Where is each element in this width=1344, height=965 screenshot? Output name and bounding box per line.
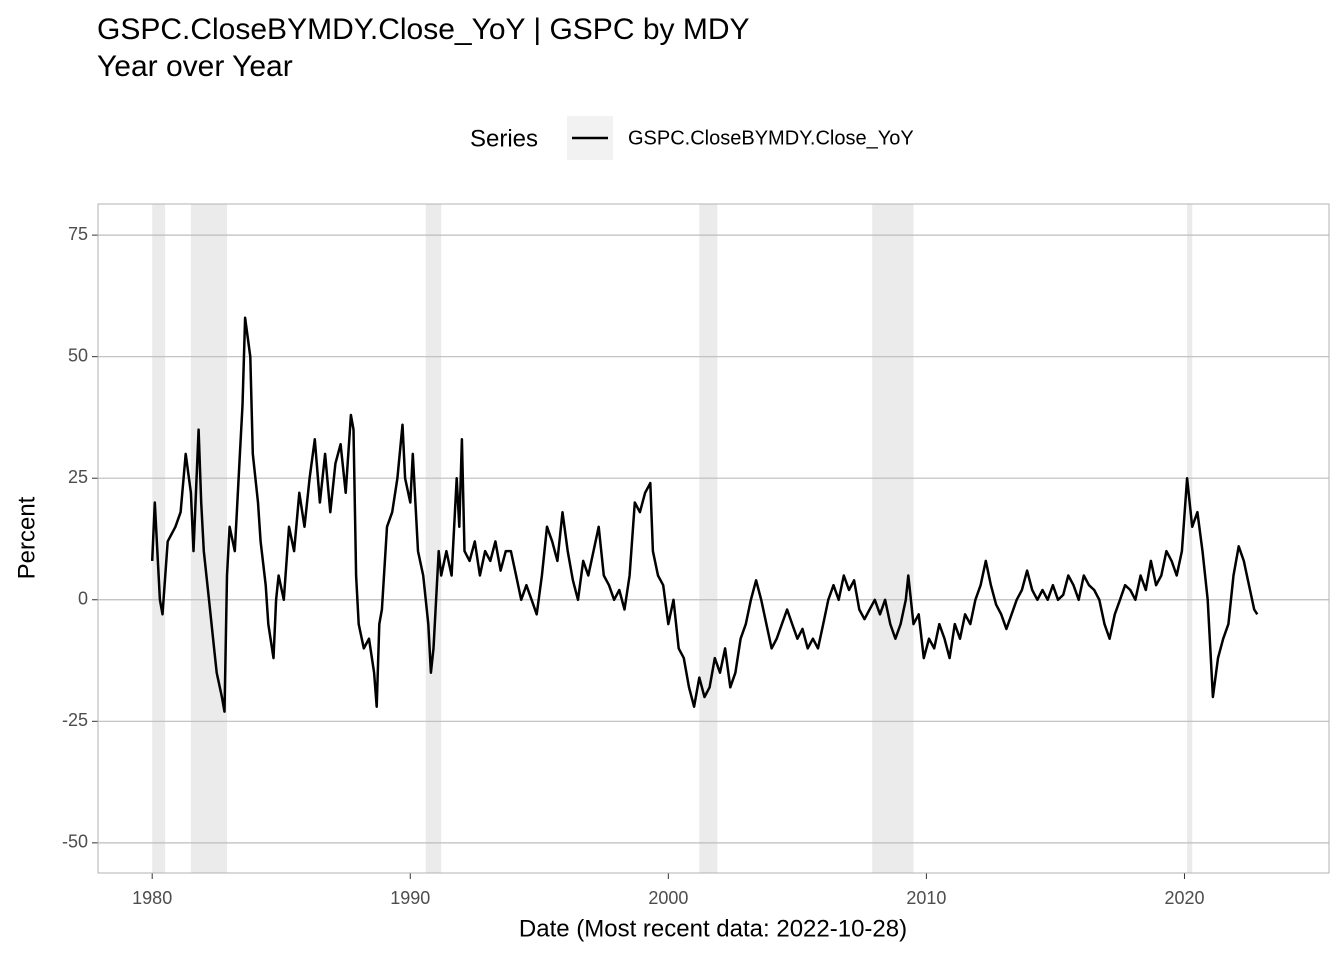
- plot-area: -50 -25 0 25 50 75 1980 1990 2000 2010 2020: [62, 203, 1330, 908]
- y-tick-label: 50: [68, 345, 88, 365]
- x-tick-label: 2010: [906, 888, 946, 908]
- shaded-period: [152, 204, 166, 873]
- y-axis-title: Percent: [13, 496, 40, 579]
- y-tick-label: -50: [62, 832, 88, 852]
- shaded-period: [190, 204, 228, 873]
- shaded-period: [872, 204, 914, 873]
- legend-label: GSPC.CloseBYMDY.Close_YoY: [628, 127, 914, 149]
- x-tick-label: 2020: [1164, 888, 1204, 908]
- chart-title: GSPC.CloseBYMDY.Close_YoY | GSPC by MDY: [97, 13, 750, 46]
- x-tick-label: 2000: [648, 888, 688, 908]
- legend-title: Series: [470, 125, 538, 152]
- y-tick-label: 25: [68, 467, 88, 487]
- x-tick-label: 1990: [390, 888, 430, 908]
- series-line: [150, 316, 1259, 713]
- shaded-period: [1187, 204, 1193, 873]
- x-axis-title: Date (Most recent data: 2022-10-28): [519, 915, 907, 942]
- shaded-period: [425, 204, 442, 873]
- x-tick-label: 1980: [132, 888, 172, 908]
- chart-subtitle: Year over Year: [97, 50, 293, 83]
- panel-border: [97, 203, 1330, 874]
- y-tick-label: 0: [78, 589, 88, 609]
- shaded-period: [699, 204, 718, 873]
- y-tick-label: 75: [68, 224, 88, 244]
- y-tick-label: -25: [62, 710, 88, 730]
